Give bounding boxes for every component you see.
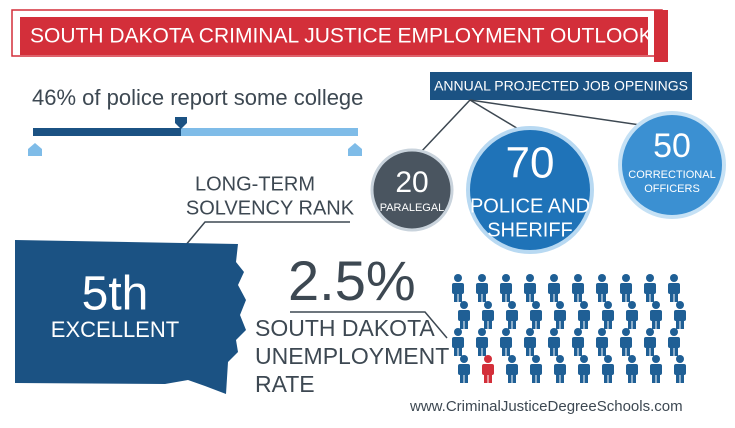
person-icon xyxy=(482,355,494,383)
footer-url: www.CriminalJusticeDegreeSchools.com xyxy=(409,398,683,415)
police-value: 70 xyxy=(506,139,555,188)
person-icon xyxy=(620,274,632,302)
unemployment-label: RATE xyxy=(255,371,315,397)
person-icon xyxy=(674,301,686,329)
title: SOUTH DAKOTA CRIMINAL JUSTICE EMPLOYMENT… xyxy=(30,25,653,48)
police-label: SHERIFF xyxy=(487,219,573,241)
person-icon xyxy=(530,301,542,329)
college-marker xyxy=(175,117,187,129)
police-circle xyxy=(466,126,594,254)
title-banner xyxy=(20,17,648,55)
college-bar-rest xyxy=(181,128,358,136)
paralegal-value: 20 xyxy=(395,166,428,199)
person-icon xyxy=(602,301,614,329)
person-icon xyxy=(644,274,656,302)
person-icon xyxy=(578,301,590,329)
solvency-rank: 5th xyxy=(82,268,149,321)
police-label: POLICE AND xyxy=(470,195,590,217)
correctional-value: 50 xyxy=(653,127,691,165)
unemployment-value: 2.5% xyxy=(288,249,416,312)
person-icon xyxy=(524,328,536,356)
solvency-label: SOLVENCY RANK xyxy=(186,197,355,219)
college-text: 46% of police report some college xyxy=(32,85,363,110)
person-icon xyxy=(602,355,614,383)
person-icon xyxy=(482,301,494,329)
openings-title: ANNUAL PROJECTED JOB OPENINGS xyxy=(434,78,688,94)
person-icon xyxy=(548,328,560,356)
paralegal-circle xyxy=(370,148,454,232)
correctional-circle xyxy=(618,111,726,219)
person-icon xyxy=(578,355,590,383)
person-icon xyxy=(452,274,464,302)
person-icon xyxy=(572,274,584,302)
openings-title-box xyxy=(430,72,692,100)
person-icon xyxy=(506,355,518,383)
paralegal-label: PARALEGAL xyxy=(380,202,445,214)
person-icon xyxy=(476,328,488,356)
person-icon xyxy=(596,328,608,356)
bar-end xyxy=(28,143,42,156)
person-icon xyxy=(452,328,464,356)
correctional-label: CORRECTIONAL xyxy=(628,169,715,181)
connectors xyxy=(419,99,641,154)
bar-end xyxy=(348,143,362,156)
person-icon xyxy=(626,355,638,383)
state-shape xyxy=(15,240,246,394)
person-icon xyxy=(458,355,470,383)
person-icon xyxy=(650,301,662,329)
solvency-label: LONG-TERM xyxy=(195,173,315,195)
unemployment-label: SOUTH DAKOTA xyxy=(255,315,435,341)
person-icon xyxy=(554,355,566,383)
person-icon xyxy=(626,301,638,329)
solvency-connector xyxy=(184,221,350,247)
person-icon xyxy=(506,301,518,329)
person-icon xyxy=(644,328,656,356)
person-icon xyxy=(548,274,560,302)
title-accent xyxy=(654,10,668,62)
person-icon xyxy=(500,328,512,356)
person-icon xyxy=(554,301,566,329)
solvency-rating: EXCELLENT xyxy=(51,317,179,342)
person-icon xyxy=(524,274,536,302)
person-icon xyxy=(500,274,512,302)
person-icon xyxy=(650,355,662,383)
person-icon xyxy=(476,274,488,302)
person-icon xyxy=(458,301,470,329)
person-icon xyxy=(674,355,686,383)
person-icon xyxy=(668,328,680,356)
person-icon xyxy=(596,274,608,302)
person-icon xyxy=(668,274,680,302)
unemployment-connector xyxy=(290,311,448,339)
people-grid xyxy=(452,274,686,383)
correctional-label: OFFICERS xyxy=(644,183,700,195)
person-icon xyxy=(620,328,632,356)
unemployment-label: UNEMPLOYMENT xyxy=(255,343,449,369)
person-icon xyxy=(572,328,584,356)
college-bar-filled xyxy=(33,128,181,136)
person-icon xyxy=(530,355,542,383)
